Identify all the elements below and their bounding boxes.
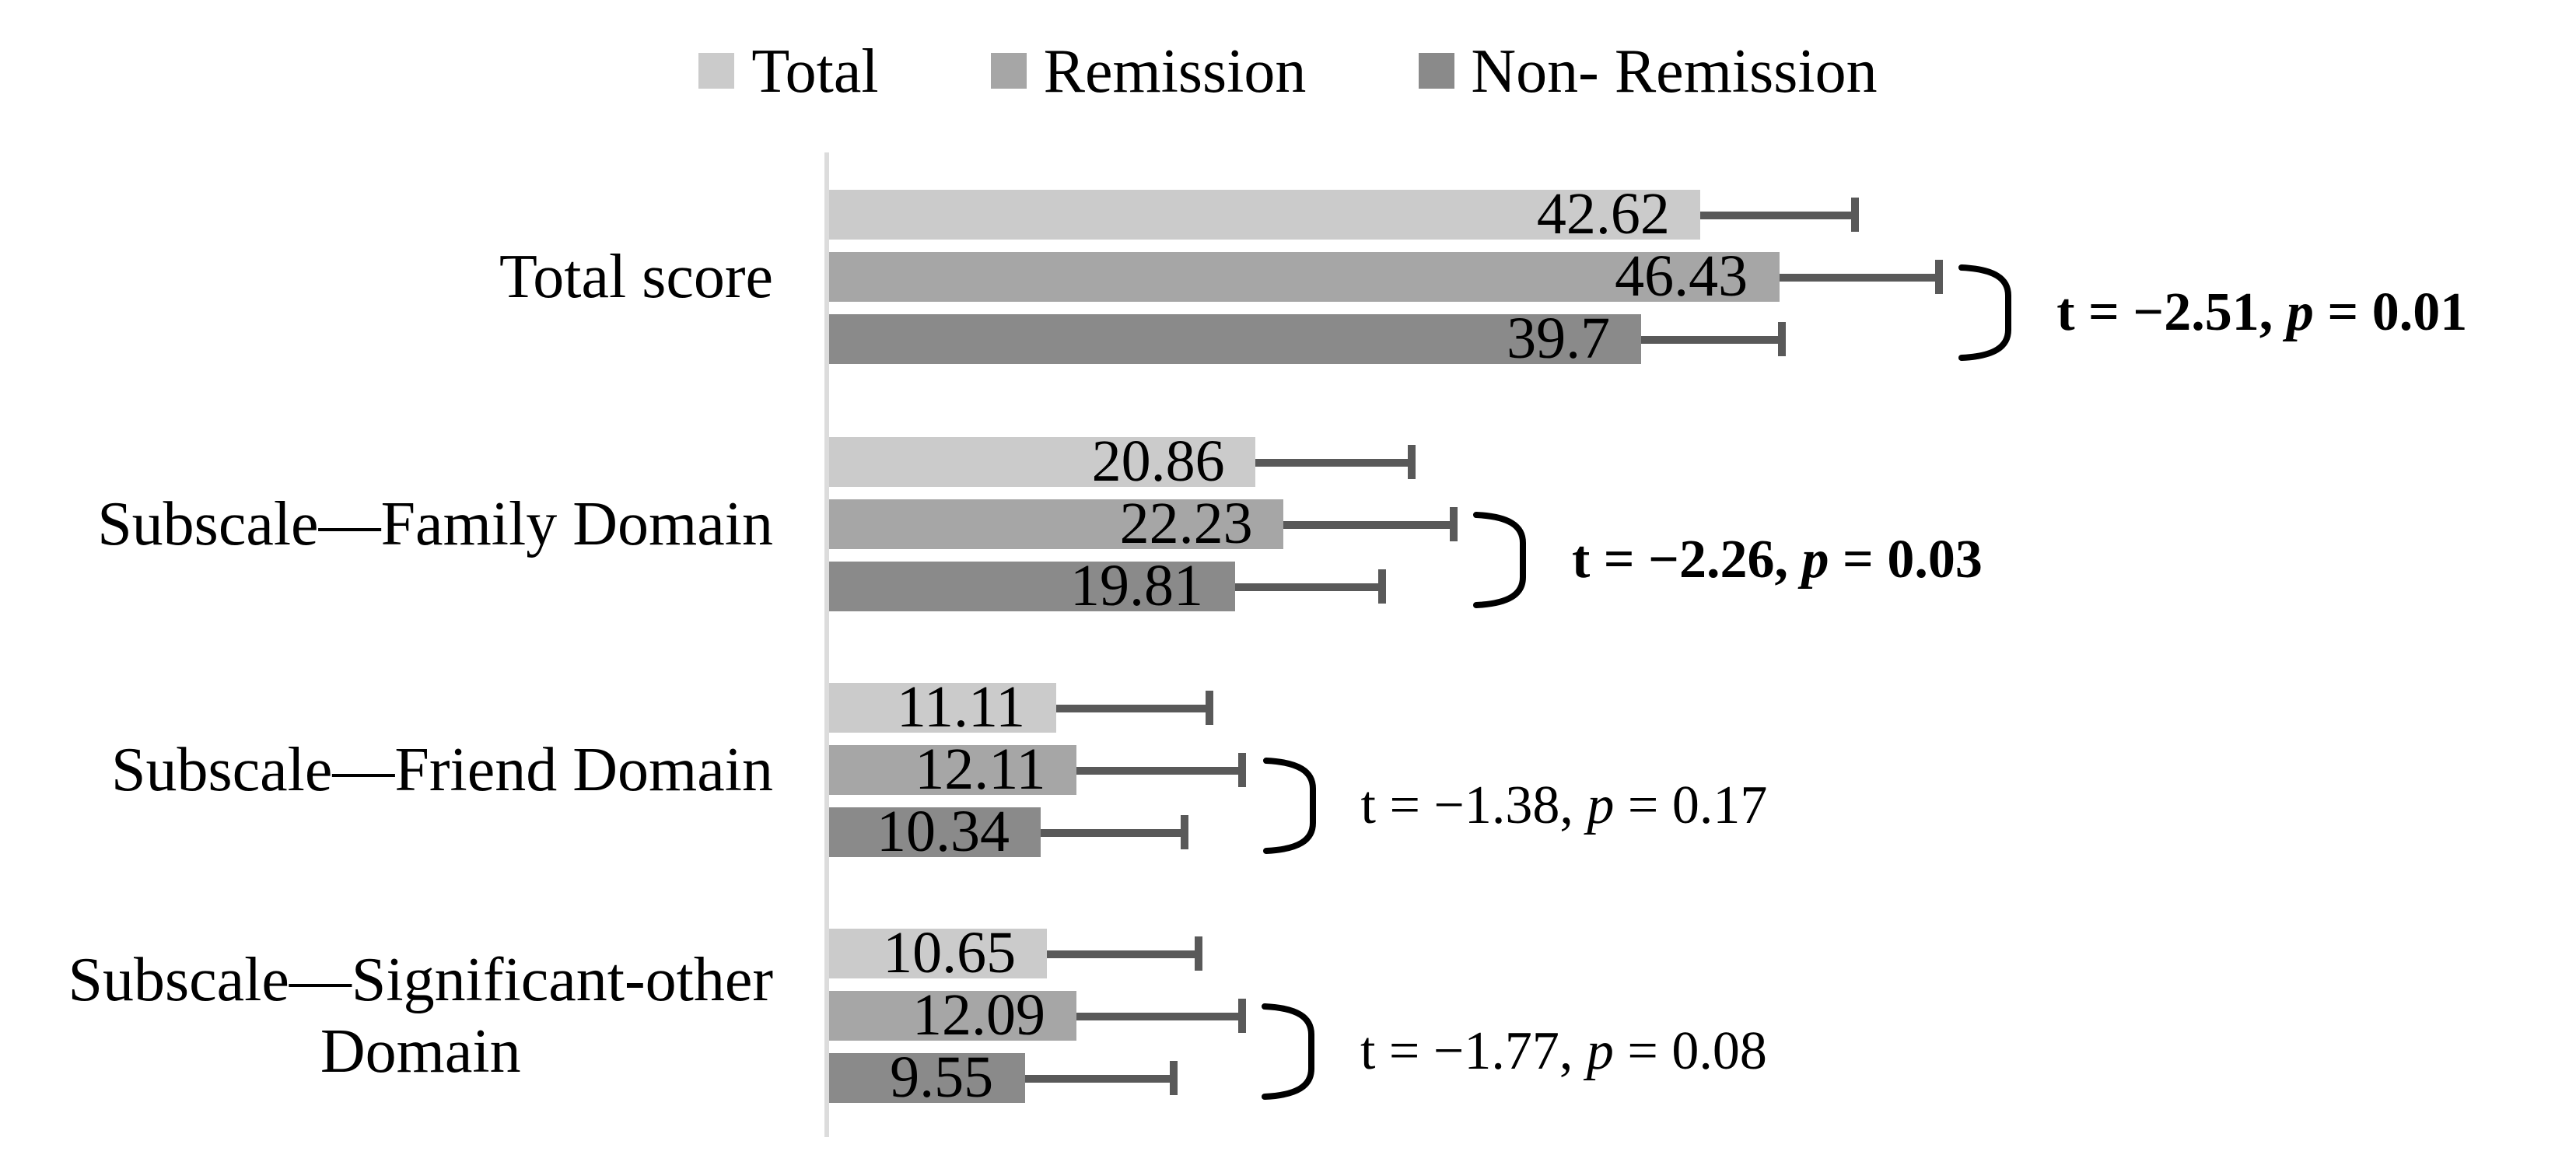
legend-swatch-remission <box>990 53 1027 89</box>
error-bar-cap <box>1194 936 1202 971</box>
category-label-text: Total score <box>499 241 773 312</box>
legend-label-remission: Remission <box>1043 36 1307 106</box>
bar-value-label: 19.81 <box>1070 554 1203 619</box>
significance-bracket <box>1472 509 1528 611</box>
error-bar <box>1641 335 1783 343</box>
bar-value-label: 9.55 <box>890 1045 994 1111</box>
error-bar <box>1234 583 1382 590</box>
error-bar <box>1255 458 1412 466</box>
bar-value-label: 10.34 <box>876 800 1010 865</box>
significance-bracket-icon <box>1958 264 2012 361</box>
bar-value-label: 12.11 <box>915 737 1046 803</box>
error-bar-cap <box>1850 198 1859 232</box>
p-value-text: = 0.17 <box>1614 775 1768 835</box>
category-label: Total score <box>0 190 773 364</box>
error-bar <box>1283 520 1454 528</box>
error-bar-cap <box>1934 260 1943 294</box>
legend-label-non-remission: Non- Remission <box>1471 36 1878 106</box>
stat-text: t = −1.38, p = 0.17 <box>1361 775 1768 837</box>
legend: Total Remission Non- Remission <box>0 34 2576 107</box>
t-value-text: t = −1.38, <box>1360 775 1587 835</box>
category-label: Subscale—Friend Domain <box>0 683 773 857</box>
category-label-line: Subscale—Family Domain <box>97 488 773 559</box>
category-label-line: Subscale—Friend Domain <box>111 734 773 805</box>
category-label-line: Total score <box>499 241 773 312</box>
significance-bracket-icon <box>1262 1003 1315 1100</box>
bar-value-label: 42.62 <box>1536 182 1670 247</box>
bar-value-label: 10.65 <box>883 921 1017 986</box>
category-label-text: Subscale—Friend Domain <box>111 734 773 805</box>
error-bar-cap <box>1407 445 1416 479</box>
error-bar-cap <box>1449 507 1458 541</box>
t-value-text: t = −1.77, <box>1360 1020 1587 1081</box>
significance-bracket-icon <box>1473 512 1527 608</box>
bar <box>829 252 1780 302</box>
bar <box>829 314 1642 364</box>
legend-swatch-non-remission <box>1418 53 1454 89</box>
error-bar-cap <box>1206 691 1214 725</box>
error-bar <box>1076 766 1243 774</box>
bar-value-label: 46.43 <box>1615 244 1748 310</box>
bar <box>829 190 1701 240</box>
error-bar-cap <box>1180 815 1188 849</box>
error-bar-cap <box>1170 1061 1178 1095</box>
bar <box>829 499 1284 549</box>
category-label-line: Domain <box>320 1016 521 1086</box>
bar <box>829 562 1234 611</box>
stat-text: t = −2.26, p = 0.03 <box>1572 529 1983 591</box>
t-value-text: t = −2.51, <box>2056 282 2287 342</box>
bar <box>829 437 1256 487</box>
category-label: Subscale—Significant-other Domain <box>0 929 773 1103</box>
bar-value-label: 20.86 <box>1091 429 1225 495</box>
category-label-text: Subscale—Family Domain <box>97 488 773 559</box>
error-bar <box>1056 704 1210 712</box>
error-bar-cap <box>1237 999 1246 1033</box>
bar <box>829 683 1057 733</box>
error-bar <box>1700 211 1855 219</box>
bar-value-label: 22.23 <box>1119 492 1253 557</box>
significance-bracket-icon <box>1262 758 1316 854</box>
bar <box>829 745 1077 795</box>
category-label-line: Subscale—Significant-other <box>68 944 773 1015</box>
legend-item-remission: Remission <box>990 34 1307 107</box>
bar <box>829 991 1076 1041</box>
p-symbol: p <box>1587 775 1615 835</box>
p-value-text: = 0.01 <box>2313 282 2468 342</box>
p-value-text: = 0.08 <box>1613 1020 1767 1081</box>
p-symbol: p <box>1801 529 1829 590</box>
error-bar <box>1779 273 1939 281</box>
category-label-text: Subscale—Significant-other Domain <box>68 945 773 1087</box>
legend-label-total: Total <box>751 36 879 106</box>
error-bar-cap <box>1377 569 1386 604</box>
stat-text: t = −1.77, p = 0.08 <box>1360 1020 1767 1083</box>
legend-item-non-remission: Non- Remission <box>1418 34 1878 107</box>
p-symbol: p <box>2286 282 2314 342</box>
bar-value-label: 39.7 <box>1507 306 1611 372</box>
significance-bracket <box>1261 1000 1317 1103</box>
bar-value-label: 11.11 <box>896 675 1026 740</box>
bar-value-label: 12.09 <box>912 983 1045 1048</box>
significance-bracket <box>1262 754 1318 857</box>
p-value-text: = 0.03 <box>1829 529 1983 590</box>
error-bar <box>1024 1074 1174 1082</box>
error-bar <box>1040 828 1185 836</box>
category-label: Subscale—Family Domain <box>0 437 773 611</box>
p-symbol: p <box>1586 1020 1614 1081</box>
bar <box>829 807 1041 857</box>
significance-bracket <box>1957 261 2013 364</box>
error-bar <box>1047 950 1199 957</box>
legend-swatch-total <box>698 53 735 89</box>
error-bar-cap <box>1238 753 1247 787</box>
error-bar <box>1076 1012 1242 1020</box>
legend-item-total: Total <box>698 34 879 107</box>
stat-text: t = −2.51, p = 0.01 <box>2056 282 2467 344</box>
t-value-text: t = −2.26, <box>1571 529 1802 590</box>
error-bar-cap <box>1778 322 1787 356</box>
bar <box>829 1053 1025 1103</box>
y-axis-line <box>824 152 829 1137</box>
bar <box>829 929 1048 978</box>
